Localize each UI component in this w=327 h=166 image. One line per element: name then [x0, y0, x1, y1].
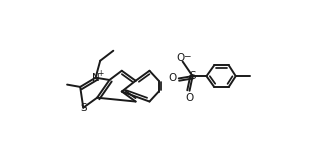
Text: O: O: [176, 53, 184, 63]
Text: N: N: [93, 73, 100, 83]
Text: +: +: [97, 69, 103, 78]
Text: O: O: [168, 73, 177, 83]
Text: O: O: [185, 93, 194, 103]
Text: −: −: [183, 51, 190, 60]
Text: S: S: [189, 71, 196, 81]
Text: S: S: [80, 103, 87, 113]
